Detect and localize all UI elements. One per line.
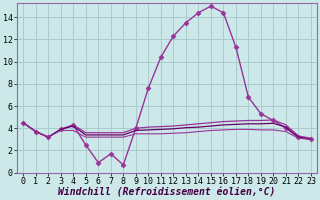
X-axis label: Windchill (Refroidissement éolien,°C): Windchill (Refroidissement éolien,°C) [58,187,276,197]
